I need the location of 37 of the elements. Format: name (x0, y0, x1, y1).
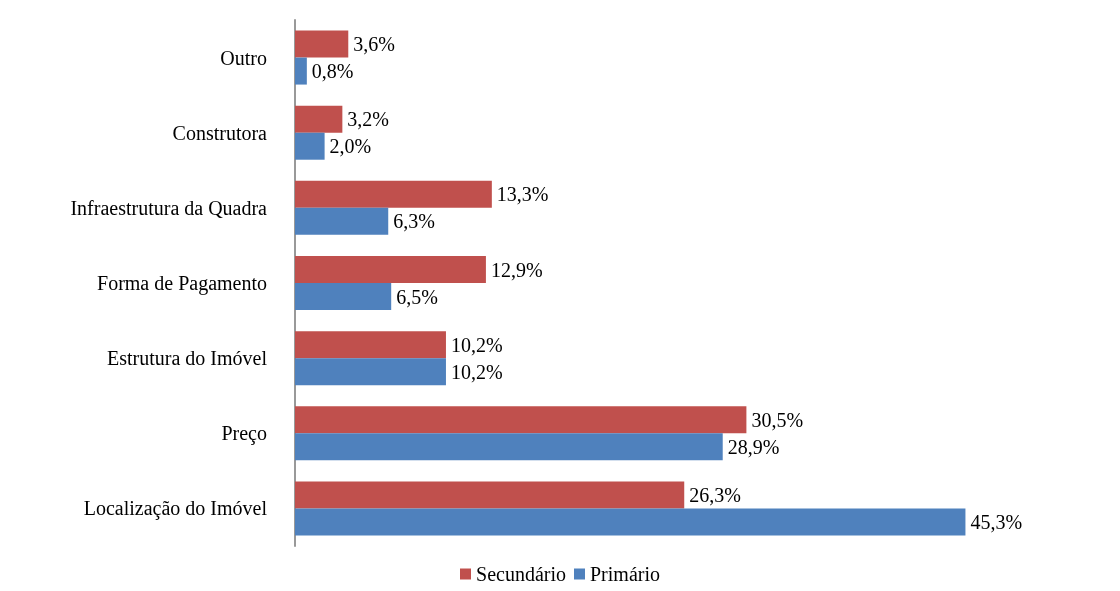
data-label: 3,6% (353, 33, 395, 56)
data-label: 26,3% (689, 483, 741, 506)
y-tick-label: Construtora (172, 121, 268, 144)
bar (295, 57, 307, 85)
bar (295, 433, 723, 461)
y-tick-label: Estrutura do Imóvel (107, 347, 268, 370)
data-label: 6,5% (396, 285, 438, 308)
bar (295, 358, 446, 386)
y-tick-label: Localização do Imóvel (83, 497, 268, 521)
data-label: 10,2% (450, 360, 503, 383)
data-label: 30,5% (751, 408, 804, 431)
y-tick-label: Outro (220, 46, 267, 69)
data-label: 6,3% (393, 210, 435, 233)
data-label: 3,2% (347, 108, 390, 131)
legend-label: Primário (589, 563, 660, 585)
y-tick-label: Forma de Pagamento (97, 272, 267, 295)
data-label: 13,3% (496, 183, 549, 206)
y-tick-label: Preço (221, 422, 267, 446)
bar (295, 256, 486, 283)
data-label: 10,2% (450, 333, 503, 356)
data-label: 45,3% (970, 510, 1023, 533)
y-tick-label: Infraestrutura da Quadra (70, 196, 268, 219)
legend-label: Secundário (476, 563, 566, 585)
bar (295, 30, 349, 58)
data-label: 28,9% (727, 435, 780, 458)
bar (295, 132, 325, 160)
bar (295, 481, 685, 509)
data-label: 12,9% (490, 258, 543, 281)
data-label: 0,8% (311, 60, 354, 83)
bar (295, 406, 747, 434)
bar (295, 283, 392, 310)
data-label: 2,0% (329, 135, 372, 158)
bar (295, 180, 492, 208)
bar (295, 207, 389, 235)
bar (295, 508, 966, 536)
bar (295, 105, 343, 133)
bar (295, 331, 446, 359)
